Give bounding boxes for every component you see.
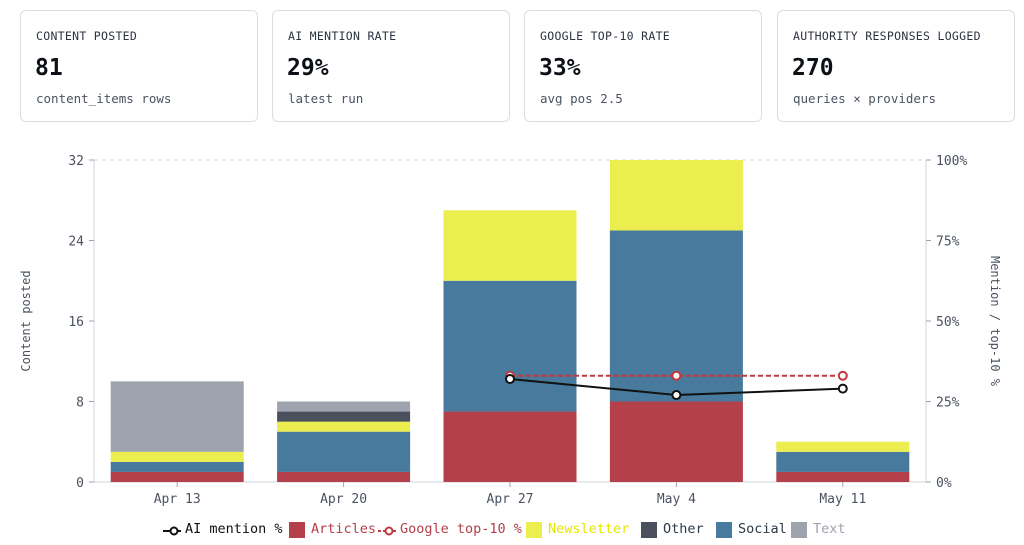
y-right-tick-label: 25% [936,396,960,411]
legend-label: Social [738,521,787,537]
y-tick-label: 8 [76,396,84,411]
x-tick-label: May 11 [819,492,866,507]
card-value: 270 [792,55,834,81]
bar-segment-articles [110,471,244,482]
x-tick-label: Apr 13 [154,492,201,507]
authority-responses-card: AUTHORITY RESPONSES LOGGED 270 queries ×… [777,10,1015,122]
point-google-top-10 [671,370,682,381]
legend-label: Other [663,521,704,537]
y-right-axis-title: Mention / top-10 % [988,256,1002,387]
legend-swatch [526,522,542,538]
x-tick-label: Apr 27 [487,492,534,507]
y-tick-label: 24 [68,235,84,250]
kpi-cards: CONTENT POSTED 81 content_items rows AI … [20,10,1015,122]
legend-line-marker [378,526,396,536]
bar-segment-social [110,461,244,472]
card-value: 33% [539,55,581,81]
card-subtext: latest run [288,91,364,106]
y-axis-title: Content posted [19,270,33,371]
bar-segment-articles [609,401,743,482]
point-ai-mention [837,383,848,394]
ai-mention-rate-card: AI MENTION RATE 29% latest run [272,10,510,122]
x-tick-label: May 4 [657,492,696,507]
card-subtext: content_items rows [36,91,172,106]
chart-legend: AI mention % Articles Google top-10 % Newsl… [0,520,1024,542]
google-top10-rate-card: GOOGLE TOP-10 RATE 33% avg pos 2.5 [524,10,762,122]
y-tick-label: 16 [68,315,84,330]
bar-segment-newsletter [443,210,577,281]
legend-swatch [289,522,305,538]
y-tick-label: 0 [76,476,84,491]
bar-segment-articles [443,411,577,482]
card-value: 81 [35,55,63,81]
legend-label: Text [813,521,846,537]
point-google-top-10 [837,370,848,381]
y-right-tick-label: 0% [936,476,952,491]
card-label: AUTHORITY RESPONSES LOGGED [793,29,981,43]
bar-segment-newsletter [776,441,910,452]
y-tick-label: 32 [68,154,84,169]
card-label: GOOGLE TOP-10 RATE [540,29,671,43]
legend-swatch [791,522,807,538]
legend-label: Google top-10 % [400,521,522,537]
content-chart: 0 8 16 24 32 0% 25% 50% 75% 100% Content posted Men… [19,154,1002,507]
legend-swatch [641,522,657,538]
legend-label: Newsletter [548,521,630,537]
y-right-tick-label: 100% [936,154,967,169]
bar-segment-social [443,280,577,412]
bar-segment-articles [277,471,411,482]
legend-label: Articles [311,521,377,537]
bar-segment-text [277,401,411,412]
x-tick-label: Apr 20 [320,492,367,507]
card-subtext: avg pos 2.5 [540,91,623,106]
y-right-tick-label: 50% [936,315,960,330]
bar-segment-social [776,451,910,472]
legend-swatch [716,522,732,538]
bar-segment-other [277,411,411,422]
y-right-tick-label: 75% [936,235,960,250]
content-posted-card: CONTENT POSTED 81 content_items rows [20,10,258,122]
point-ai-mention [505,373,515,384]
point-ai-mention [671,390,682,401]
card-label: AI MENTION RATE [288,29,397,43]
bar-segment-newsletter [110,451,244,462]
bar-segment-social [277,431,411,472]
legend-line-marker [163,526,181,536]
bar-segment-articles [776,471,910,482]
card-subtext: queries × providers [793,91,936,106]
bar-segment-text [110,381,244,452]
card-label: CONTENT POSTED [36,29,138,43]
bar-segment-newsletter [609,160,743,231]
legend-label: AI mention % [185,521,283,537]
bar-segment-newsletter [277,421,411,432]
card-value: 29% [287,55,329,81]
